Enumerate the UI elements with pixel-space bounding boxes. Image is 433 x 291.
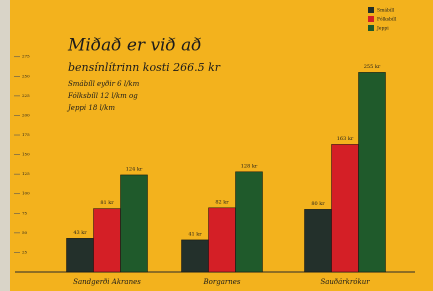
title: Miðað er við að: [67, 36, 202, 56]
x-tick-label: Sauðárkrókur: [320, 278, 370, 286]
value-label: 82 kr: [215, 199, 229, 205]
y-tick-label: 100: [22, 191, 30, 196]
bar: [305, 209, 332, 272]
legend-swatch: [368, 7, 374, 13]
legend-swatch: [368, 25, 374, 31]
bar: [359, 72, 386, 272]
bar: [67, 238, 94, 272]
y-tick-label: 175: [22, 132, 30, 137]
bar: [209, 208, 236, 272]
y-tick-label: 250: [22, 73, 30, 78]
annotation: Smábíll eyðir 6 l/km: [68, 80, 140, 88]
legend-swatch: [368, 16, 374, 22]
subtitle: bensínlítrinn kosti 266.5 kr: [68, 61, 221, 74]
value-label: 128 kr: [241, 163, 258, 169]
annotation: Jeppi 18 l/km: [66, 104, 115, 112]
value-label: 43 kr: [73, 230, 87, 236]
annotation: Fólksbíll 12 l/km og: [67, 92, 138, 100]
x-tick-label: Sandgerði Akranes: [73, 278, 141, 286]
y-tick-label: 50: [22, 230, 28, 235]
bar: [182, 240, 209, 272]
x-tick-label: Borgarnes: [203, 278, 241, 286]
value-label: 255 kr: [364, 64, 381, 70]
y-tick-label: 150: [22, 152, 30, 157]
value-label: 81 kr: [100, 200, 114, 206]
value-label: 163 kr: [337, 136, 354, 142]
y-tick-label: 200: [22, 112, 30, 117]
legend-label: Fólksbíll: [377, 16, 397, 23]
value-label: 124 kr: [126, 166, 143, 172]
wall: [0, 0, 10, 291]
poster: Miðað er við að bensínlítrinn kosti 266.…: [0, 0, 433, 291]
y-tick-label: 125: [22, 171, 30, 176]
bar: [94, 209, 121, 272]
value-label: 41 kr: [188, 231, 202, 237]
value-label: 80 kr: [311, 201, 325, 207]
y-tick-label: 275: [22, 54, 30, 59]
bar: [121, 175, 148, 272]
y-tick-label: 25: [22, 249, 28, 254]
y-tick-label: 75: [22, 210, 28, 215]
bar: [236, 172, 263, 272]
bar: [332, 144, 359, 272]
legend-label: Smábíll: [377, 7, 395, 14]
y-tick-label: 225: [22, 93, 30, 98]
legend-label: Jeppi: [376, 26, 389, 32]
